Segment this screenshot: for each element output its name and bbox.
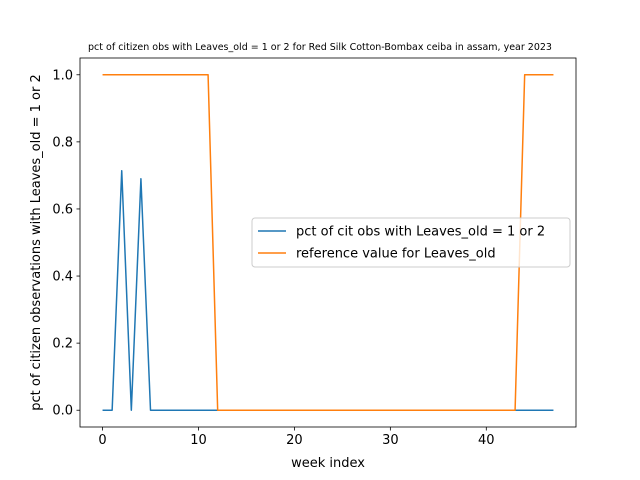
plot-frame: [79, 57, 577, 428]
legend-box: [251, 217, 571, 268]
x-axis-ticks: 0 10 20 30 40: [98, 427, 495, 448]
series-line-1: [102, 169, 554, 411]
y-tick-label: 0.8: [52, 135, 73, 150]
legend: pct of cit obs with Leaves_old = 1 or 2 r…: [251, 217, 571, 268]
y-axis-label: pct of citizen observations with Leaves_…: [29, 74, 44, 410]
y-tick-label: 0.4: [52, 270, 73, 285]
y-axis-ticks: 0.0 0.2 0.4 0.6 0.8 1.0: [52, 68, 80, 419]
legend-label-2: reference value for Leaves_old: [296, 247, 496, 262]
x-tick-label: 20: [286, 433, 303, 448]
legend-label-1: pct of cit obs with Leaves_old = 1 or 2: [296, 225, 545, 240]
y-tick-label: 0.0: [52, 404, 73, 419]
x-tick-label: 10: [190, 433, 207, 448]
x-tick-label: 40: [478, 433, 495, 448]
series-line-2: [102, 74, 554, 411]
y-tick-label: 1.0: [52, 68, 73, 83]
y-tick-label: 0.6: [52, 202, 73, 217]
x-tick-label: 30: [382, 433, 399, 448]
y-tick-label: 0.2: [52, 337, 73, 352]
x-axis-label: week index: [291, 456, 365, 471]
plot-series: [102, 74, 554, 411]
chart-title: pct of citizen obs with Leaves_old = 1 o…: [88, 42, 552, 53]
x-tick-label: 0: [98, 433, 106, 448]
